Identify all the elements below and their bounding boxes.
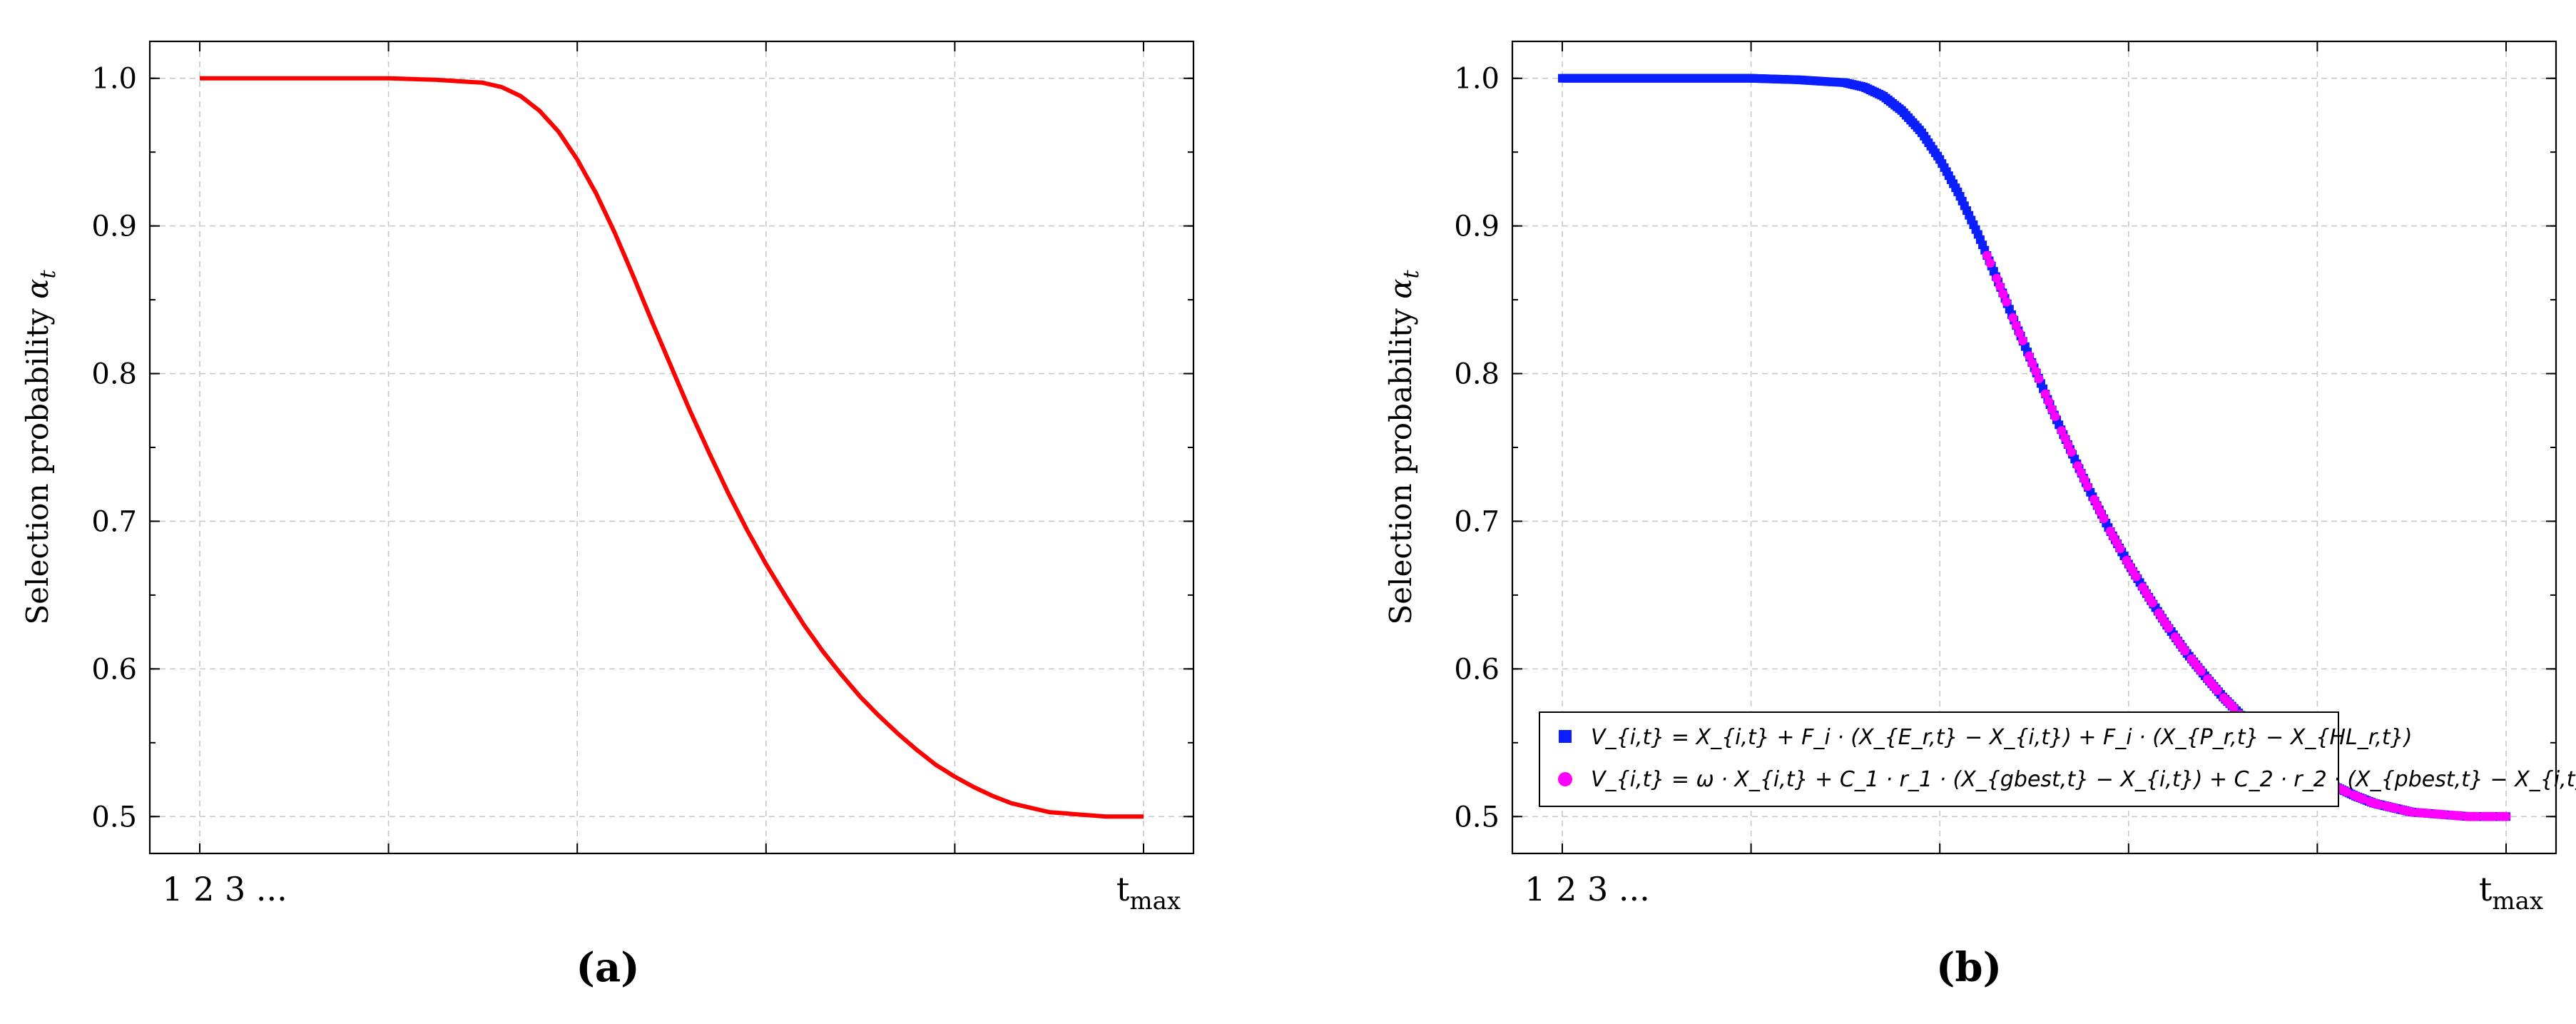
scatter-circle-point — [2115, 544, 2125, 554]
scatter-circle-point — [2082, 482, 2092, 491]
y-axis-label-sym-a: α — [20, 278, 55, 298]
ticks-a — [150, 41, 1193, 853]
caption-a: (a) — [576, 944, 639, 991]
y-tick-label-a: 0.5 — [91, 801, 137, 833]
y-axis-label-sub-b: t — [1399, 269, 1424, 278]
scatter-circle-point — [2057, 426, 2067, 436]
scatter-circle-point — [2196, 666, 2206, 676]
y-axis-label-sym-b: α — [1383, 278, 1418, 298]
ticks-b — [1512, 41, 2556, 853]
scatter-circle-point — [2229, 703, 2239, 713]
y-axis-label-main-a: Selection probability — [20, 299, 55, 625]
y-tick-label-b: 1.0 — [1454, 63, 1500, 96]
scatter-circle-point — [2180, 646, 2190, 656]
y-tick-label-a: 1.0 — [91, 63, 137, 96]
legend-entry-1: V_{i,t} = X_{i,t} + F_i · (X_{E_r,t} − X… — [1591, 725, 2412, 750]
y-tick-label-a: 0.6 — [91, 653, 137, 686]
scatter-circle-point — [2047, 405, 2057, 414]
scatter-circle-point — [2011, 320, 2021, 330]
scatter-circle-point — [2132, 572, 2141, 582]
series-line — [200, 76, 1144, 819]
scatter-circle-point — [2034, 374, 2044, 384]
scatter-circle-point — [2147, 598, 2157, 608]
chart-b: 0.50.60.70.80.91.0 1 2 3 ... tmax Select… — [1383, 40, 2576, 991]
scatter-circle-point — [2031, 366, 2041, 376]
scatter-circle-point — [1995, 281, 2005, 291]
marks-b — [1558, 73, 2511, 821]
x-last-label-sub-a: max — [1129, 887, 1181, 916]
scatter-circle-point — [1982, 250, 1992, 260]
scatter-circle-point — [1992, 273, 2002, 283]
x-last-label-a: tmax — [1116, 870, 1181, 916]
scatter-circle-point — [2044, 397, 2054, 407]
y-tick-label-b: 0.5 — [1454, 801, 1500, 833]
scatter-circle-point — [1998, 289, 2008, 299]
scatter-circle-point — [1985, 258, 1995, 268]
scatter-circle-point — [2488, 811, 2498, 821]
x-last-label-b: tmax — [2479, 870, 2543, 916]
axes-frame-a — [148, 40, 1195, 855]
grid-a — [150, 41, 1193, 853]
scatter-circle-point — [2063, 440, 2073, 450]
marks-a — [200, 76, 1144, 819]
x-last-label-sub-b: max — [2492, 887, 2543, 916]
x-last-label-main-a: t — [1116, 870, 1130, 908]
y-axis-label-a: Selection probability αt — [20, 269, 61, 624]
scatter-circle-point — [2017, 335, 2027, 345]
scatter-circle-point — [2060, 433, 2070, 443]
y-tick-labels-b: 0.5 0.6 0.7 0.8 0.9 1.0 — [1454, 63, 1500, 834]
scatter-circle-point — [2015, 328, 2025, 338]
scatter-circle-point — [2099, 514, 2109, 524]
y-axis-label-sub-a: t — [36, 269, 61, 278]
scatter-circle-point — [2027, 358, 2037, 368]
y-axis-label-b: Selection probability αt — [1383, 269, 1424, 624]
x-first-label-b: 1 2 3 ... — [1524, 870, 1650, 908]
scatter-circle-point — [2025, 351, 2034, 361]
y-tick-label-b: 0.7 — [1454, 505, 1500, 538]
y-tick-label-a: 0.9 — [91, 211, 137, 243]
y-tick-label-b: 0.6 — [1454, 653, 1500, 686]
scatter-circle-point — [2002, 297, 2012, 307]
y-tick-label-a: 0.8 — [91, 358, 137, 391]
y-axis-label-main-b: Selection probability — [1383, 299, 1418, 625]
scatter-circle-point — [2067, 447, 2077, 457]
legend-square-marker — [1559, 730, 1572, 743]
scatter-circle-point — [2472, 811, 2482, 821]
scatter-circle-point — [2050, 412, 2060, 422]
caption-b: (b) — [1936, 944, 2002, 991]
scatter-circle-point — [2212, 686, 2222, 695]
y-tick-label-a: 0.7 — [91, 505, 137, 538]
x-first-label-a: 1 2 3 ... — [162, 870, 287, 908]
scatter-circle-point — [2501, 811, 2511, 821]
y-tick-label-b: 0.9 — [1454, 211, 1500, 243]
y-tick-label-b: 0.8 — [1454, 358, 1500, 391]
x-last-label-main-b: t — [2479, 870, 2493, 908]
scatter-circle-point — [2008, 313, 2018, 323]
legend: V_{i,t} = X_{i,t} + F_i · (X_{E_r,t} − X… — [1539, 711, 2576, 807]
legend-entry-2: V_{i,t} = ω · X_{i,t} + C_1 · r_1 · (X_{… — [1591, 767, 2576, 792]
scatter-circle-point — [2164, 623, 2174, 633]
scatter-circle-point — [2040, 389, 2050, 399]
y-tick-labels-a: 0.5 0.6 0.7 0.8 0.9 1.0 — [91, 63, 137, 834]
legend-box — [1539, 711, 2339, 807]
chart-a: 0.50.60.70.80.91.0 1 2 3 ... tmax Select… — [20, 40, 1195, 991]
legend-circle-marker — [1558, 772, 1572, 786]
